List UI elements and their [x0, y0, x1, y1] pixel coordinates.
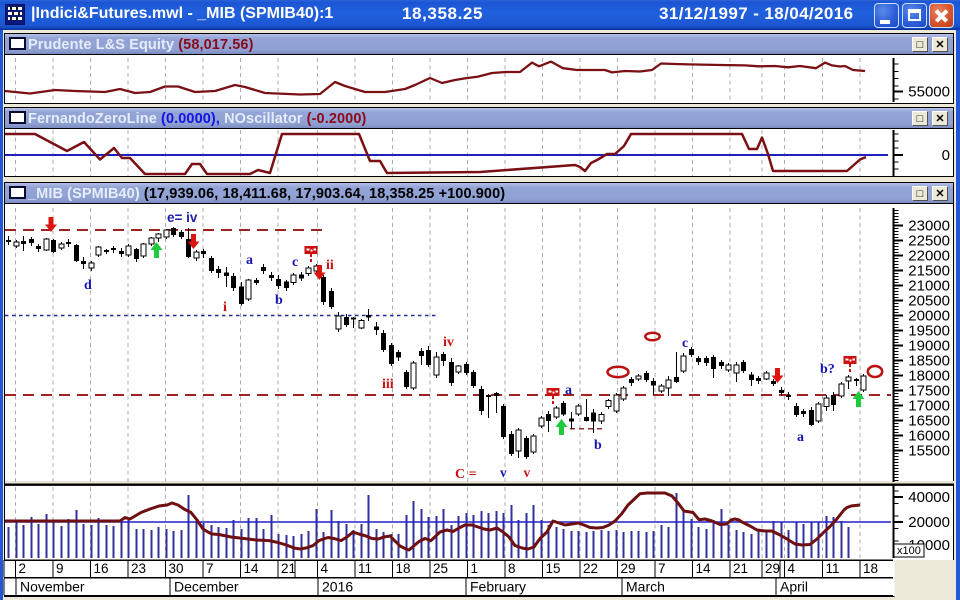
svg-text:22000: 22000 — [908, 248, 950, 265]
svg-text:21000: 21000 — [908, 278, 950, 295]
svg-text:18000: 18000 — [908, 368, 950, 385]
svg-text:March: March — [626, 579, 665, 595]
svg-text:c: c — [682, 336, 688, 351]
svg-text:19500: 19500 — [908, 323, 950, 340]
svg-text:23: 23 — [131, 561, 146, 576]
svg-text:December: December — [174, 579, 239, 595]
svg-text:b: b — [594, 438, 602, 453]
svg-text:C =: C = — [455, 467, 477, 482]
svg-text:a: a — [565, 383, 572, 398]
svg-text:19000: 19000 — [908, 338, 950, 355]
svg-text:c: c — [292, 255, 298, 270]
svg-text:8: 8 — [508, 561, 516, 576]
svg-text:v: v — [524, 465, 531, 480]
svg-text:15500: 15500 — [908, 443, 950, 460]
svg-text:7: 7 — [658, 561, 666, 576]
svg-text:20500: 20500 — [908, 293, 950, 310]
svg-text:ii: ii — [326, 258, 334, 273]
svg-text:November: November — [20, 579, 85, 595]
svg-text:21: 21 — [281, 561, 296, 576]
svg-text:20000: 20000 — [908, 514, 950, 531]
svg-text:18500: 18500 — [908, 353, 950, 370]
svg-text:iii: iii — [382, 377, 394, 392]
svg-text:25: 25 — [433, 561, 448, 576]
svg-text:9: 9 — [56, 561, 64, 576]
svg-text:a: a — [797, 430, 804, 445]
svg-text:16500: 16500 — [908, 413, 950, 430]
svg-text:17500: 17500 — [908, 383, 950, 400]
svg-text:April: April — [780, 579, 808, 595]
svg-text:e= iv: e= iv — [167, 210, 198, 225]
svg-text:February: February — [470, 579, 526, 595]
svg-text:x100: x100 — [897, 545, 921, 557]
svg-text:20000: 20000 — [908, 308, 950, 325]
svg-text:21500: 21500 — [908, 263, 950, 280]
svg-text:b?: b? — [820, 362, 835, 377]
svg-text:18: 18 — [863, 561, 878, 576]
svg-text:22: 22 — [583, 561, 598, 576]
svg-text:18: 18 — [396, 561, 411, 576]
svg-text:iv: iv — [443, 335, 454, 350]
svg-text:40000: 40000 — [908, 489, 950, 506]
svg-text:11: 11 — [358, 561, 372, 576]
svg-text:11: 11 — [826, 561, 840, 576]
svg-text:7: 7 — [206, 561, 214, 576]
svg-text:30: 30 — [169, 561, 184, 576]
svg-text:2: 2 — [19, 561, 27, 576]
svg-text:b: b — [275, 293, 283, 308]
svg-text:29: 29 — [621, 561, 636, 576]
svg-text:d: d — [84, 278, 92, 293]
svg-text:15: 15 — [546, 561, 561, 576]
svg-text:17000: 17000 — [908, 398, 950, 415]
svg-text:55000: 55000 — [908, 84, 950, 101]
svg-text:22500: 22500 — [908, 233, 950, 250]
svg-text:1: 1 — [471, 561, 479, 576]
svg-text:0: 0 — [942, 147, 950, 164]
svg-text:v: v — [500, 465, 507, 480]
svg-text:16: 16 — [94, 561, 109, 576]
svg-text:14: 14 — [244, 561, 260, 576]
svg-text:i: i — [223, 300, 227, 315]
svg-text:21: 21 — [733, 561, 748, 576]
svg-text:16000: 16000 — [908, 428, 950, 445]
svg-text:23000: 23000 — [908, 218, 950, 235]
svg-text:a: a — [246, 253, 253, 268]
svg-text:4: 4 — [788, 561, 796, 576]
svg-text:4: 4 — [321, 561, 329, 576]
svg-text:14: 14 — [696, 561, 712, 576]
svg-text:29: 29 — [765, 561, 780, 576]
svg-text:2016: 2016 — [322, 579, 353, 595]
